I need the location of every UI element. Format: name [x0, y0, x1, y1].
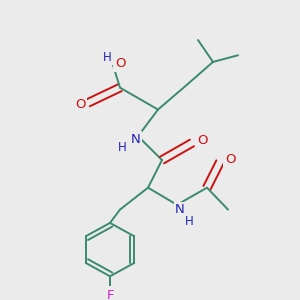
Text: H: H — [118, 141, 126, 154]
Text: F: F — [106, 289, 114, 300]
Text: N: N — [131, 133, 141, 146]
Text: H: H — [103, 51, 111, 64]
Text: N: N — [175, 203, 185, 216]
Text: O: O — [115, 57, 125, 70]
Text: O: O — [75, 98, 85, 111]
Text: O: O — [225, 153, 235, 166]
Text: O: O — [197, 134, 207, 148]
Text: H: H — [184, 215, 194, 229]
